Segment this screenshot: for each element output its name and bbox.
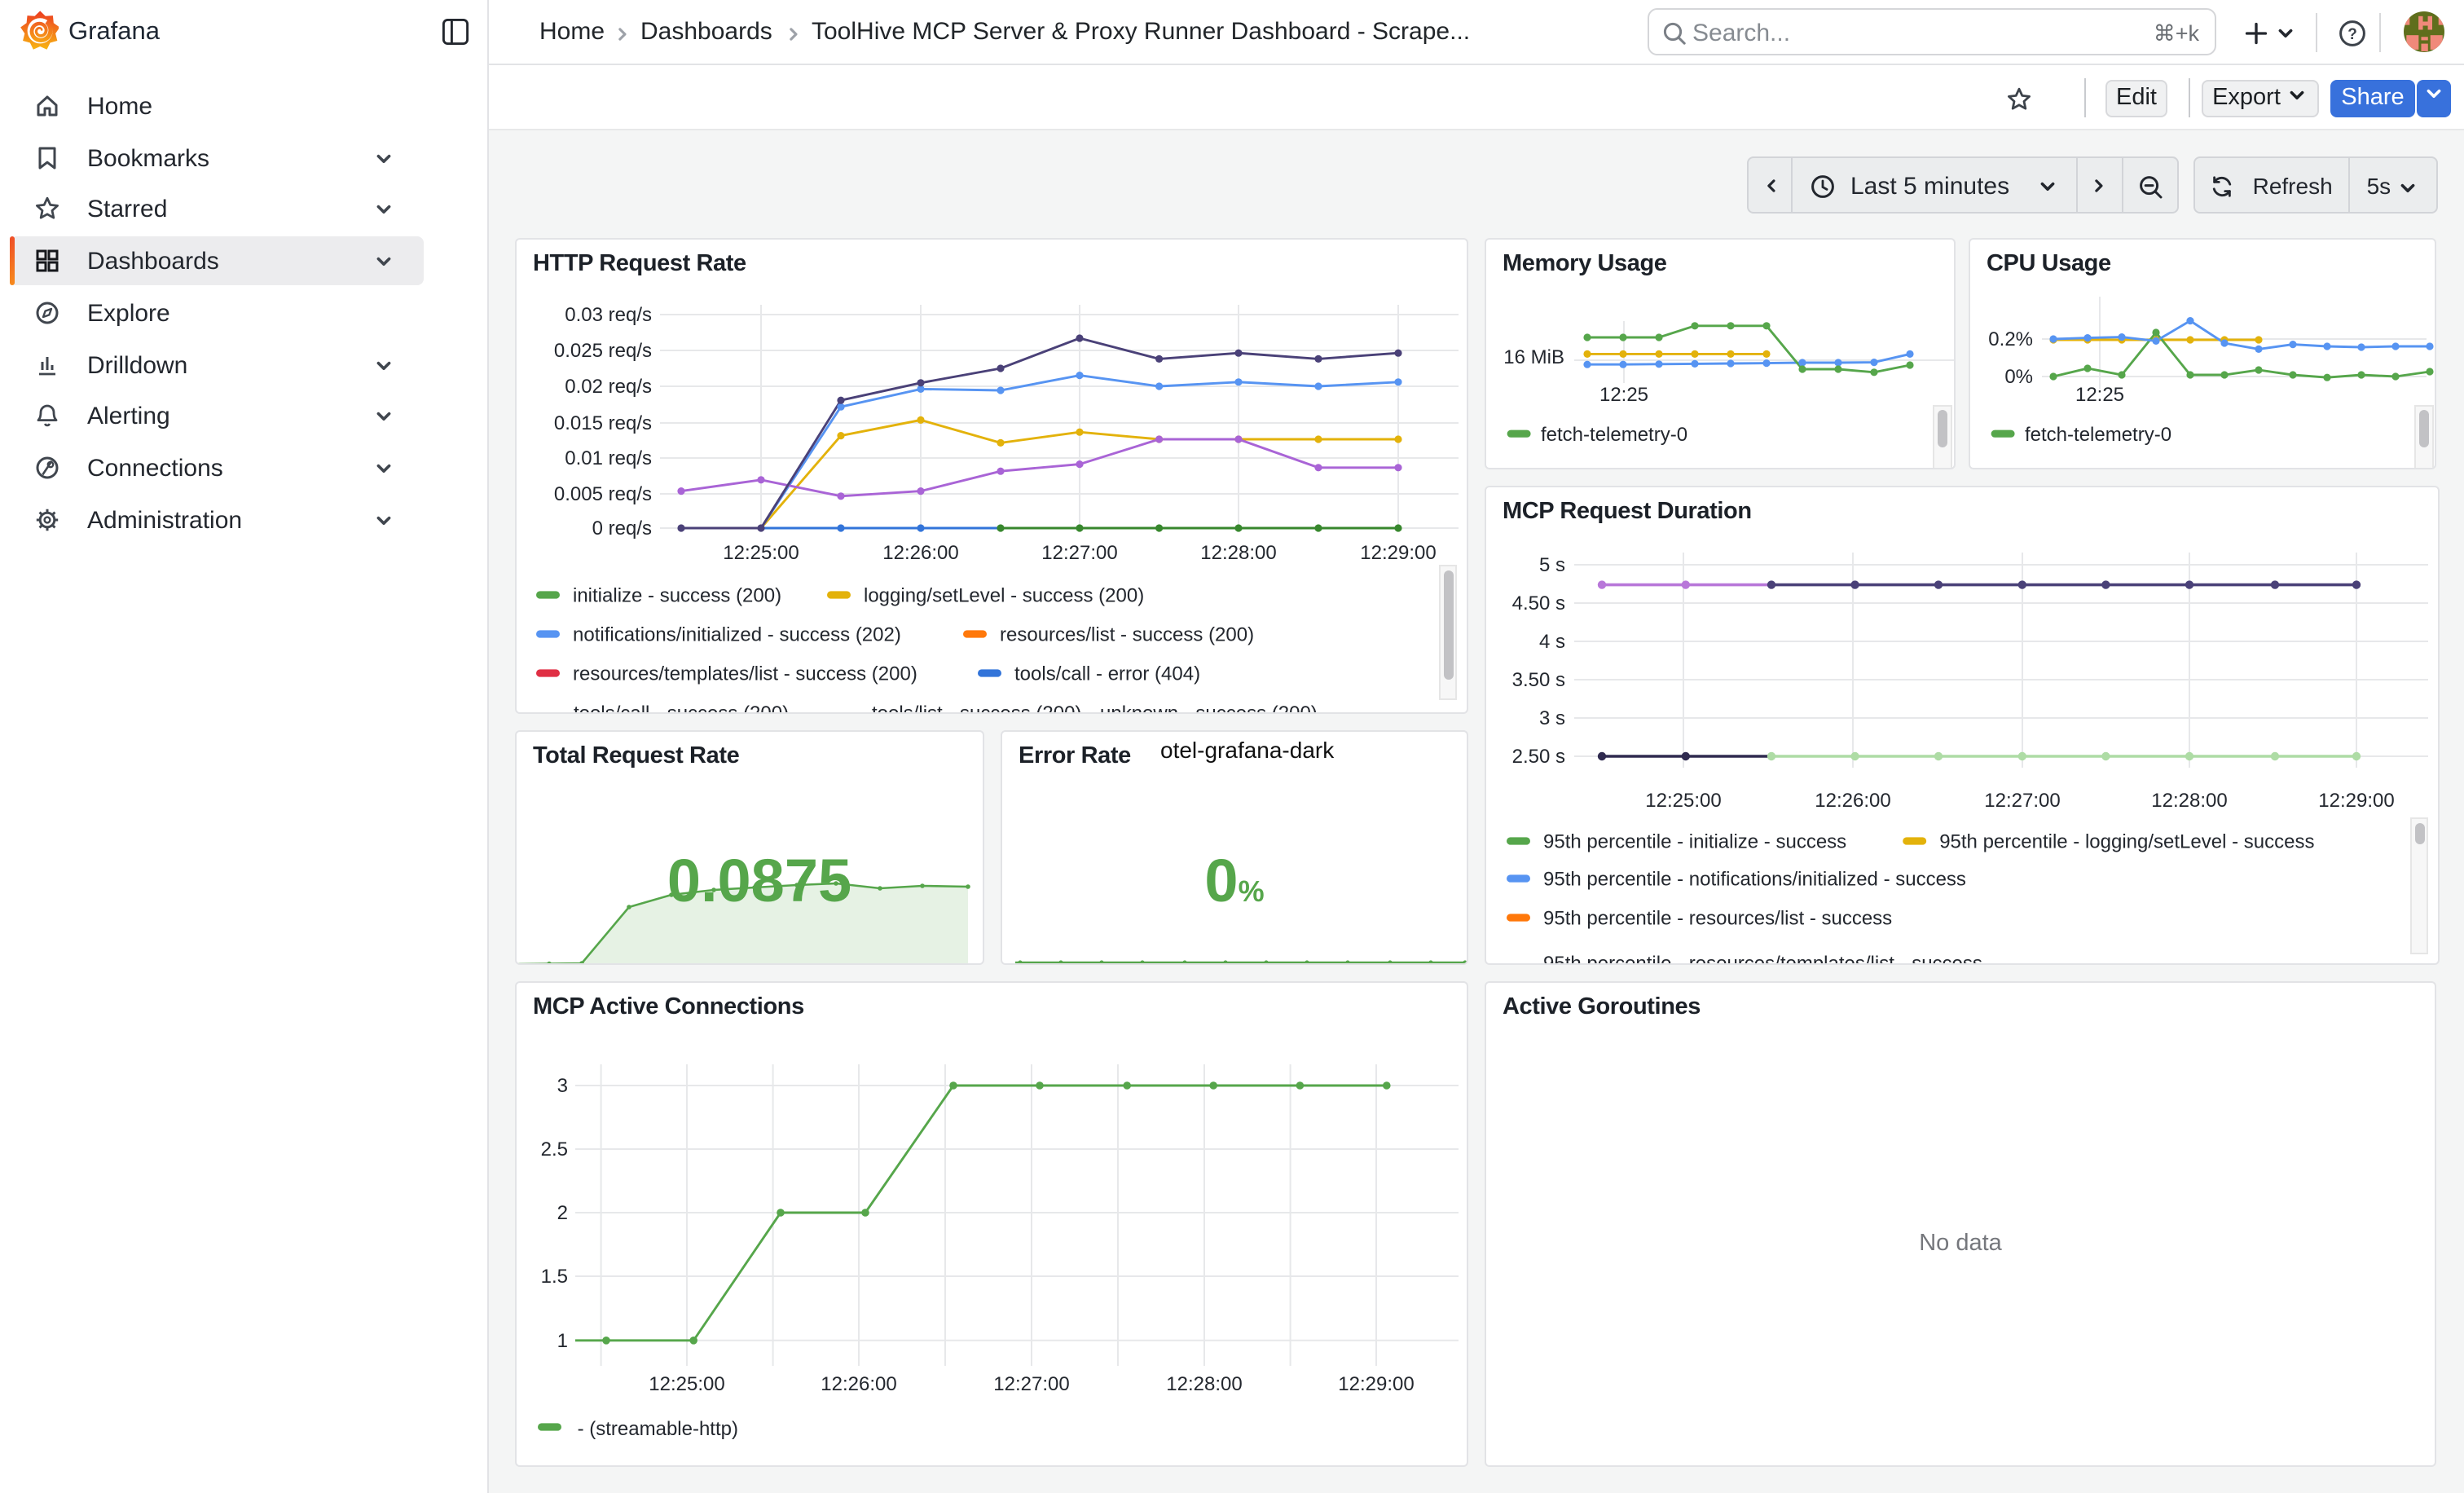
svg-text:0 req/s: 0 req/s	[592, 517, 652, 540]
svg-text:12:25:00: 12:25:00	[723, 542, 799, 564]
svg-text:12:25: 12:25	[2075, 384, 2124, 406]
svg-text:12:26:00: 12:26:00	[882, 542, 958, 564]
svg-text:12:25:00: 12:25:00	[649, 1373, 724, 1395]
svg-text:tools/list - success (200): tools/list - success (200)	[872, 702, 1081, 714]
svg-text:tools/call - success (200): tools/call - success (200)	[574, 702, 789, 714]
svg-text:3: 3	[557, 1075, 568, 1097]
svg-text:12:27:00: 12:27:00	[1041, 542, 1117, 564]
svg-text:16 MiB: 16 MiB	[1503, 346, 1564, 368]
svg-text:fetch-telemetry-0: fetch-telemetry-0	[2025, 424, 2171, 446]
svg-text:12:29:00: 12:29:00	[1360, 542, 1436, 564]
svg-text:2.5: 2.5	[541, 1138, 568, 1160]
svg-text:- (streamable-http): - (streamable-http)	[578, 1418, 738, 1440]
svg-text:2: 2	[557, 1202, 568, 1224]
svg-text:4 s: 4 s	[1539, 631, 1565, 653]
svg-text:1: 1	[557, 1330, 568, 1352]
svg-text:12:27:00: 12:27:00	[993, 1373, 1069, 1395]
svg-text:0.025 req/s: 0.025 req/s	[554, 340, 652, 362]
svg-text:12:27:00: 12:27:00	[1984, 790, 2060, 812]
svg-text:12:25: 12:25	[1599, 384, 1648, 406]
svg-text:95th percentile - initialize -: 95th percentile - initialize - success	[1543, 831, 1846, 853]
svg-text:unknown - success (200): unknown - success (200)	[1100, 702, 1318, 714]
svg-text:4.50 s: 4.50 s	[1512, 592, 1565, 614]
svg-text:95th percentile - logging/setL: 95th percentile - logging/setLevel - suc…	[1939, 831, 2314, 853]
svg-text:0.03 req/s: 0.03 req/s	[565, 304, 652, 326]
svg-text:notifications/initialized - su: notifications/initialized - success (202…	[573, 624, 901, 646]
svg-text:0.01 req/s: 0.01 req/s	[565, 447, 652, 469]
svg-text:12:29:00: 12:29:00	[2318, 790, 2394, 812]
svg-text:3 s: 3 s	[1539, 707, 1565, 729]
svg-text:95th percentile - resources/te: 95th percentile - resources/templates/li…	[1543, 953, 1982, 965]
svg-text:0.005 req/s: 0.005 req/s	[554, 483, 652, 505]
svg-text:95th percentile - notification: 95th percentile - notifications/initiali…	[1543, 869, 1966, 891]
svg-text:12:25:00: 12:25:00	[1645, 790, 1721, 812]
svg-text:95th percentile - resources/li: 95th percentile - resources/list - succe…	[1543, 908, 1892, 930]
svg-text:0.2%: 0.2%	[1988, 328, 2033, 350]
svg-text:5 s: 5 s	[1539, 554, 1565, 576]
svg-text:2.50 s: 2.50 s	[1512, 746, 1565, 768]
svg-text:12:28:00: 12:28:00	[1166, 1373, 1242, 1395]
svg-text:initialize - success (200): initialize - success (200)	[573, 585, 781, 607]
svg-text:resources/list - success (200): resources/list - success (200)	[1000, 624, 1254, 646]
svg-text:tools/call - error (404): tools/call - error (404)	[1014, 663, 1200, 685]
svg-text:12:28:00: 12:28:00	[1200, 542, 1276, 564]
svg-text:12:29:00: 12:29:00	[1338, 1373, 1414, 1395]
svg-text:0%: 0%	[2004, 366, 2033, 388]
svg-text:0.02 req/s: 0.02 req/s	[565, 376, 652, 398]
svg-text:12:26:00: 12:26:00	[1815, 790, 1890, 812]
svg-text:?: ?	[2347, 25, 2357, 42]
svg-text:resources/templates/list - suc: resources/templates/list - success (200)	[573, 663, 917, 685]
svg-text:3.50 s: 3.50 s	[1512, 669, 1565, 691]
svg-text:fetch-telemetry-0: fetch-telemetry-0	[1541, 424, 1687, 446]
svg-text:1.5: 1.5	[541, 1266, 568, 1288]
svg-text:logging/setLevel - success (20: logging/setLevel - success (200)	[864, 585, 1144, 607]
svg-text:12:28:00: 12:28:00	[2151, 790, 2227, 812]
svg-text:12:26:00: 12:26:00	[821, 1373, 896, 1395]
svg-text:0.015 req/s: 0.015 req/s	[554, 412, 652, 434]
